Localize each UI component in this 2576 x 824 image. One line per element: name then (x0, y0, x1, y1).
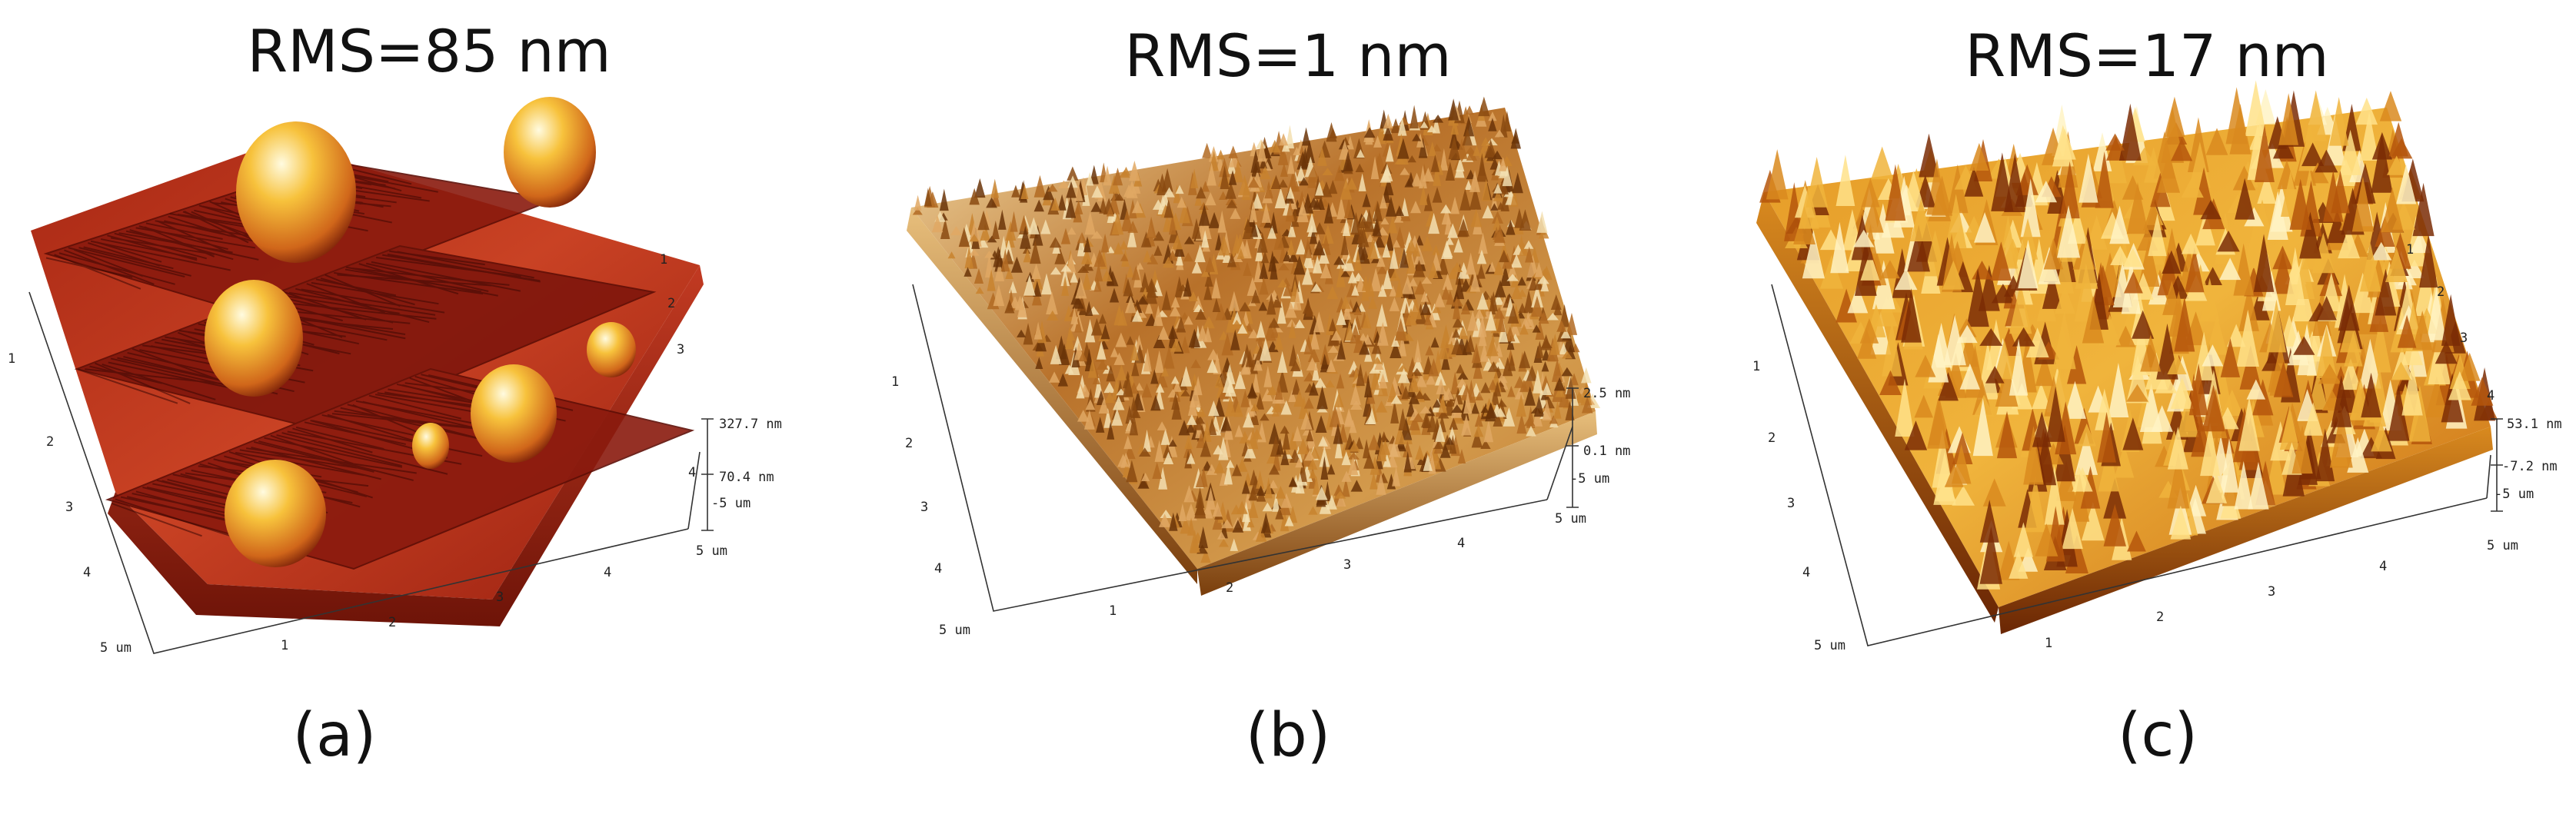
r-tick: 2 (2437, 284, 2445, 300)
r-tick: 2 (667, 296, 675, 311)
x-tick: 5 um (696, 543, 727, 559)
afm-surface-b: 2.5 nm 0.1 nm -5 um 1 2 3 4 5 um 1 2 3 4… (891, 96, 1630, 638)
r-tick: 1 (660, 252, 667, 267)
panel-a-label: (a) (292, 701, 377, 770)
y-tick: 4 (83, 565, 91, 580)
panel-b-title: RMS=1 nm (1124, 22, 1452, 90)
y-tick: 1 (8, 351, 15, 367)
x-tick: 2 (388, 615, 396, 630)
y-tick: 5 um (1814, 638, 1845, 653)
x-tick: 4 (1457, 536, 1465, 551)
afm-surface-c: 53.1 nm -7.2 nm -5 um 1 2 3 4 5 um 1 2 3… (1752, 80, 2562, 653)
panel-b-label: (b) (1245, 701, 1331, 770)
r-tick: 3 (2460, 331, 2468, 346)
y-tick: 2 (1768, 430, 1776, 446)
y-tick: 2 (46, 434, 54, 450)
y-tick: 5 um (939, 623, 970, 638)
y-tick: 1 (891, 374, 899, 390)
x-tick: 1 (1109, 603, 1117, 619)
r-tick: 4 (688, 465, 696, 480)
z-label-mid: 0.1 nm (1583, 444, 1630, 459)
y-tick: 3 (1787, 496, 1795, 511)
panel-a-title: RMS=85 nm (247, 17, 611, 85)
x-tick: 3 (2268, 584, 2275, 600)
panel-b: RMS=1 nm 2.5 nm 0.1 nm -5 um 1 2 3 4 5 (859, 0, 1717, 824)
y-tick: 5 um (100, 640, 131, 656)
x-tick: 2 (2156, 610, 2164, 625)
x-tick: 5 um (2487, 538, 2518, 553)
x-tick: 1 (2045, 636, 2052, 651)
panel-a: RMS=85 nm (0, 0, 858, 824)
panel-c: RMS=17 nm 53.1 nm -7.2 nm -5 um 1 2 3 4 … (1718, 0, 2576, 824)
z-label-mid: -7.2 nm (2502, 459, 2558, 474)
y-tick: 4 (1802, 565, 1810, 580)
x-tick: 3 (496, 590, 504, 605)
r-tick: 4 (2487, 388, 2494, 404)
z-label-bottom: -5 um (1570, 471, 1609, 487)
z-label-top: 327.7 nm (719, 417, 782, 432)
y-tick: 1 (1752, 359, 1760, 374)
z-label-top: 53.1 nm (2507, 417, 2562, 432)
panel-c-title: RMS=17 nm (1965, 22, 2329, 90)
y-tick: 2 (905, 436, 913, 451)
panel-c-label: (c) (2118, 701, 2198, 770)
x-tick: 2 (1226, 580, 1233, 596)
z-label-bottom: -5 um (2494, 487, 2534, 502)
y-tick: 4 (934, 561, 942, 576)
x-tick: 5 um (1555, 511, 1586, 527)
r-tick: 1 (2406, 242, 2414, 258)
x-tick: 4 (2379, 559, 2387, 574)
x-tick: 3 (1343, 557, 1351, 573)
y-tick: 3 (920, 500, 928, 515)
z-label-top: 2.5 nm (1583, 386, 1630, 401)
x-tick: 1 (281, 638, 288, 653)
x-tick: 4 (604, 565, 611, 580)
z-label-mid: 70.4 nm (719, 470, 774, 485)
z-label-bottom: -5 um (711, 496, 751, 511)
y-tick: 3 (65, 500, 73, 515)
afm-surface-a: 327.7 nm 70.4 nm -5 um 1 2 3 4 5 um 1 2 … (8, 97, 782, 656)
r-tick: 3 (677, 342, 684, 357)
